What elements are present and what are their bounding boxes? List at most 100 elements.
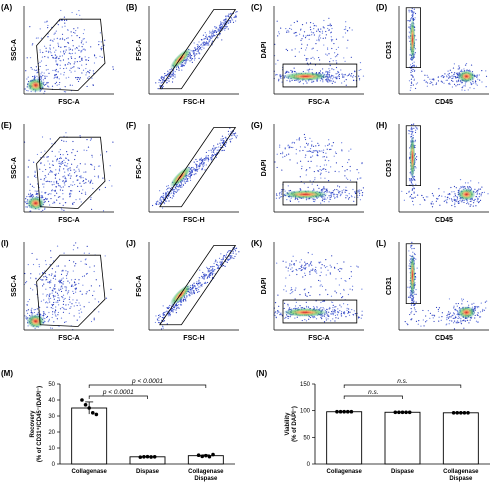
event-dot: [58, 304, 59, 305]
event-dot: [182, 64, 183, 65]
event-dot: [322, 200, 323, 201]
event-dot: [56, 64, 57, 65]
event-dot: [25, 317, 26, 318]
event-dot: [170, 76, 171, 77]
event-dot: [201, 49, 202, 50]
event-dot: [59, 161, 60, 162]
event-dot: [174, 76, 175, 77]
event-dot: [32, 253, 33, 254]
event-dot: [32, 43, 33, 44]
event-dot: [204, 160, 205, 161]
event-dot: [408, 191, 409, 192]
event-dot: [320, 307, 321, 308]
event-dot: [480, 311, 481, 312]
event-dot: [178, 70, 179, 71]
event-dot: [416, 302, 417, 303]
event-dot: [81, 40, 82, 41]
event-dot: [198, 291, 199, 292]
event-dot: [212, 148, 213, 149]
event-dot: [468, 322, 469, 323]
event-dot: [27, 206, 28, 207]
event-dot: [360, 62, 361, 63]
event-dot: [409, 287, 410, 288]
event-dot: [454, 72, 455, 73]
event-dot: [34, 284, 35, 285]
event-dot: [288, 305, 289, 306]
event-dot: [222, 25, 223, 26]
event-dot: [359, 79, 360, 80]
event-dot: [223, 256, 224, 257]
event-dot: [285, 73, 286, 74]
event-dot: [64, 175, 65, 176]
event-dot: [338, 312, 339, 313]
event-dot: [300, 188, 301, 189]
event-dot: [321, 189, 322, 190]
event-dot: [77, 247, 78, 248]
event-dot: [289, 159, 290, 160]
event-dot: [62, 55, 63, 56]
event-dot: [54, 78, 55, 79]
y-axis-label: DAPI: [261, 160, 268, 177]
event-dot: [304, 183, 305, 184]
event-dot: [55, 275, 56, 276]
event-dot: [46, 264, 47, 265]
event-dot: [312, 269, 313, 270]
event-dot: [64, 23, 65, 24]
event-dot: [342, 75, 343, 76]
event-dot: [103, 210, 104, 211]
event-dot: [329, 29, 330, 30]
panel-label: (C): [251, 3, 262, 12]
event-dot: [449, 314, 450, 315]
event-dot: [53, 296, 54, 297]
event-dot: [217, 144, 218, 145]
event-dot: [307, 58, 308, 59]
event-dot: [42, 171, 43, 172]
event-dot: [412, 77, 413, 78]
event-dot: [337, 194, 338, 195]
event-dot: [100, 32, 101, 33]
event-dot: [413, 128, 414, 129]
panel-label: (F): [126, 121, 137, 130]
event-dot: [31, 312, 32, 313]
event-dot: [419, 204, 420, 205]
event-dot: [412, 190, 413, 191]
event-dot: [220, 145, 221, 146]
event-dot: [80, 163, 81, 164]
event-dot: [26, 281, 27, 282]
event-dot: [309, 69, 310, 70]
event-dot: [43, 313, 44, 314]
event-dot: [198, 281, 199, 282]
event-dot: [453, 76, 454, 77]
event-dot: [301, 44, 302, 45]
event-dot: [220, 29, 221, 30]
event-dot: [172, 197, 173, 198]
event-dot: [306, 47, 307, 48]
event-dot: [77, 27, 78, 28]
event-dot: [325, 37, 326, 38]
event-dot: [44, 91, 45, 92]
event-dot: [473, 82, 474, 83]
event-dot: [339, 76, 340, 77]
event-dot: [56, 69, 57, 70]
event-dot: [299, 34, 300, 35]
event-dot: [230, 257, 231, 258]
event-dot: [100, 154, 101, 155]
event-dot: [79, 57, 80, 58]
event-dot: [71, 35, 72, 36]
event-dot: [336, 55, 337, 56]
event-dot: [470, 187, 471, 188]
event-dot: [277, 313, 278, 314]
event-dot: [93, 85, 94, 86]
event-dot: [465, 85, 466, 86]
event-dot: [332, 313, 333, 314]
event-dot: [286, 290, 287, 291]
event-dot: [476, 191, 477, 192]
event-dot: [415, 88, 416, 89]
event-dot: [227, 259, 228, 260]
event-dot: [288, 154, 289, 155]
event-dot: [299, 294, 300, 295]
event-dot: [50, 264, 51, 265]
event-dot: [439, 205, 440, 206]
event-dot: [30, 277, 31, 278]
event-dot: [207, 44, 208, 45]
